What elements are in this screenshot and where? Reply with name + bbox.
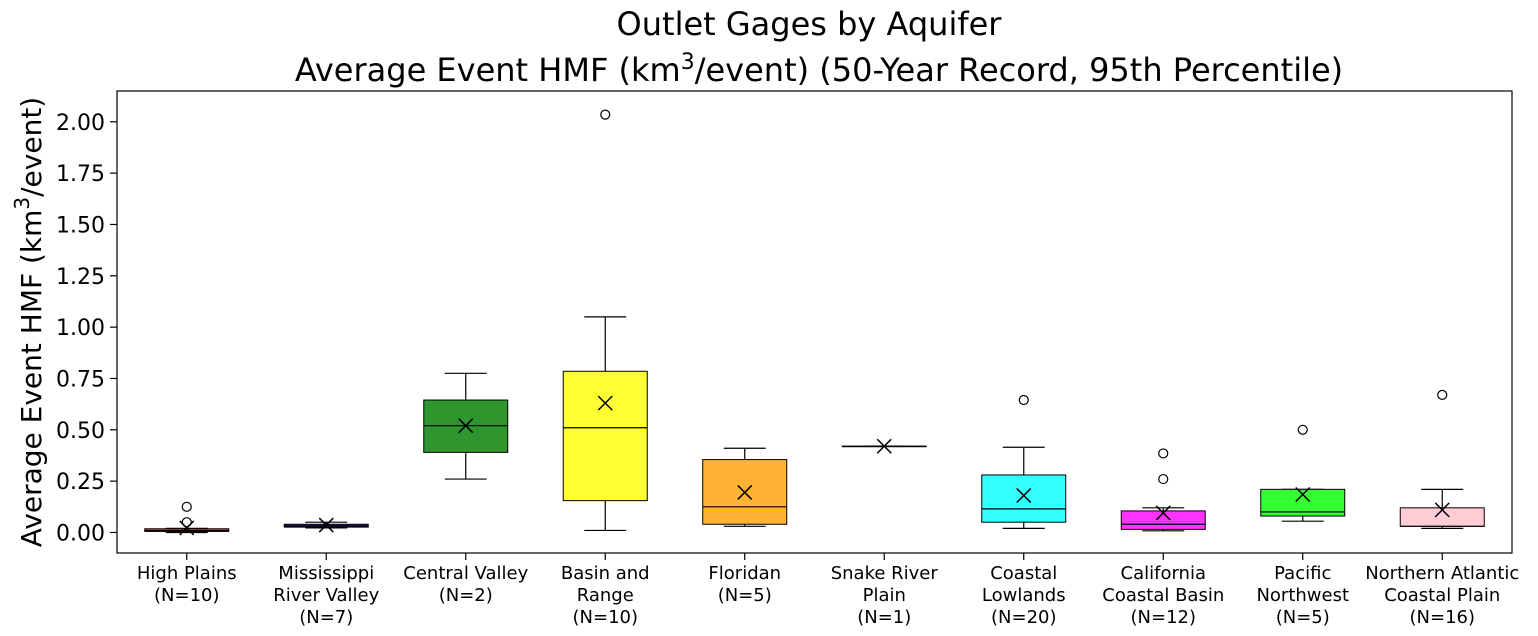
- x-tick-label: Pacific Northwest (N=5): [1256, 563, 1349, 628]
- y-tick-label: 0.25: [56, 470, 105, 495]
- mean-marker: [318, 517, 334, 533]
- y-tick-label: 1.75: [56, 162, 105, 187]
- x-tick-label-line: Central Valley: [403, 563, 528, 584]
- x-tick-label-line: (N=7): [299, 607, 353, 628]
- outlier-point: [1158, 473, 1169, 485]
- x-tick-label-line: Coastal Basin: [1102, 585, 1224, 606]
- box-group: High Plains (N=10): [137, 501, 237, 606]
- iqr-box: [981, 474, 1067, 523]
- x-tick-label-line: (N=2): [439, 585, 493, 606]
- x-tick-label: High Plains (N=10): [137, 563, 237, 606]
- chart-title-line1: Outlet Gages by Aquifer: [617, 5, 1003, 43]
- x-tick-label-line: (N=5): [1276, 607, 1330, 628]
- x-tick-label-line: (N=12): [1131, 607, 1197, 628]
- x-tick-label-line: (N=20): [991, 607, 1057, 628]
- y-tick-label: 0.50: [56, 419, 105, 444]
- x-tick-label-line: Coastal Plain: [1384, 585, 1500, 606]
- chart-title-line2: Average Event HMF (km3/event) (50-Year R…: [295, 50, 1343, 90]
- y-tick-label: 1.25: [56, 265, 105, 290]
- x-tick-label-line: (N=10): [154, 585, 220, 606]
- y-tick-label: 2.00: [56, 111, 105, 136]
- mean-marker: [1295, 486, 1311, 503]
- mean-marker: [737, 484, 753, 500]
- x-tick-label: Central Valley (N=2): [403, 563, 528, 606]
- plot-frame: [116, 90, 1513, 554]
- x-tick-label-line: Northwest: [1256, 585, 1349, 606]
- x-tick-label-line: Lowlands: [982, 585, 1066, 606]
- x-tick-label-line: Plain: [863, 585, 906, 606]
- x-tick-label: Basin and Range (N=10): [561, 563, 650, 628]
- outlier-point: [600, 109, 611, 120]
- x-tick-label: Coastal Lowlands (N=20): [982, 563, 1066, 628]
- mean-marker: [1434, 502, 1450, 518]
- outlier-point: [1437, 389, 1448, 400]
- outlier-point: [1297, 424, 1308, 435]
- box-group: Mississippi River Valley (N=7): [273, 517, 380, 628]
- y-tick-label: 1.50: [56, 213, 105, 238]
- outlier-point: [1158, 448, 1169, 459]
- outlier-point: [1018, 394, 1029, 406]
- mean-marker: [876, 438, 892, 454]
- x-tick-label-line: (N=16): [1410, 607, 1476, 628]
- box-group: Floridan (N=5): [702, 447, 788, 606]
- x-tick-label-line: (N=10): [573, 607, 639, 628]
- x-tick-label-line: California: [1121, 563, 1206, 584]
- box-group: California Coastal Basin (N=12): [1102, 448, 1224, 628]
- box-group: Central Valley (N=2): [403, 372, 529, 606]
- x-tick-label-line: Northern Atlantic: [1365, 563, 1519, 584]
- x-tick-label-line: River Valley: [273, 585, 379, 606]
- mean-marker: [458, 418, 474, 434]
- x-tick-label-line: (N=1): [857, 607, 911, 628]
- x-tick-label-line: High Plains: [137, 563, 237, 584]
- x-tick-label: Snake River Plain (N=1): [831, 563, 939, 628]
- box-group: Northern Atlantic Coastal Plain (N=16): [1365, 389, 1519, 628]
- x-tick-label-line: Snake River: [831, 563, 939, 584]
- box-group: Pacific Northwest (N=5): [1256, 424, 1349, 628]
- y-tick-label: 1.00: [56, 316, 105, 341]
- y-tick-label: 0.75: [56, 367, 105, 392]
- plot-area: 0.00 0.25 0.50 0.75 1.00 1.25 1.50 1.75 2.00 High…: [56, 109, 1519, 628]
- x-tick-label: Floridan (N=5): [708, 563, 781, 606]
- x-tick-label-line: Pacific: [1274, 563, 1331, 584]
- mean-marker: [597, 395, 613, 411]
- mean-marker: [1155, 505, 1171, 521]
- x-tick-label: California Coastal Basin (N=12): [1102, 563, 1224, 628]
- x-tick-label-line: Coastal: [990, 563, 1057, 584]
- outlier-point: [181, 501, 192, 512]
- outlier-point: [181, 517, 192, 528]
- x-tick-label: Northern Atlantic Coastal Plain (N=16): [1365, 563, 1519, 628]
- x-tick-label-line: Basin and: [561, 563, 650, 584]
- x-tick-label: Mississippi River Valley (N=7): [273, 563, 379, 628]
- box-group: Snake River Plain (N=1): [831, 438, 939, 628]
- x-tick-label-line: Floridan: [708, 563, 781, 584]
- box-group: Basin and Range (N=10): [561, 109, 650, 628]
- y-tick-label: 0.00: [56, 521, 105, 546]
- x-tick-label-line: Mississippi: [278, 563, 374, 584]
- iqr-box: [562, 370, 648, 502]
- x-tick-label-line: (N=5): [718, 585, 772, 606]
- mean-marker: [1016, 487, 1032, 504]
- x-tick-label-line: Range: [577, 585, 634, 606]
- y-axis-label: Average Event HMF (km3/event): [10, 97, 48, 547]
- box-group: Coastal Lowlands (N=20): [981, 394, 1067, 628]
